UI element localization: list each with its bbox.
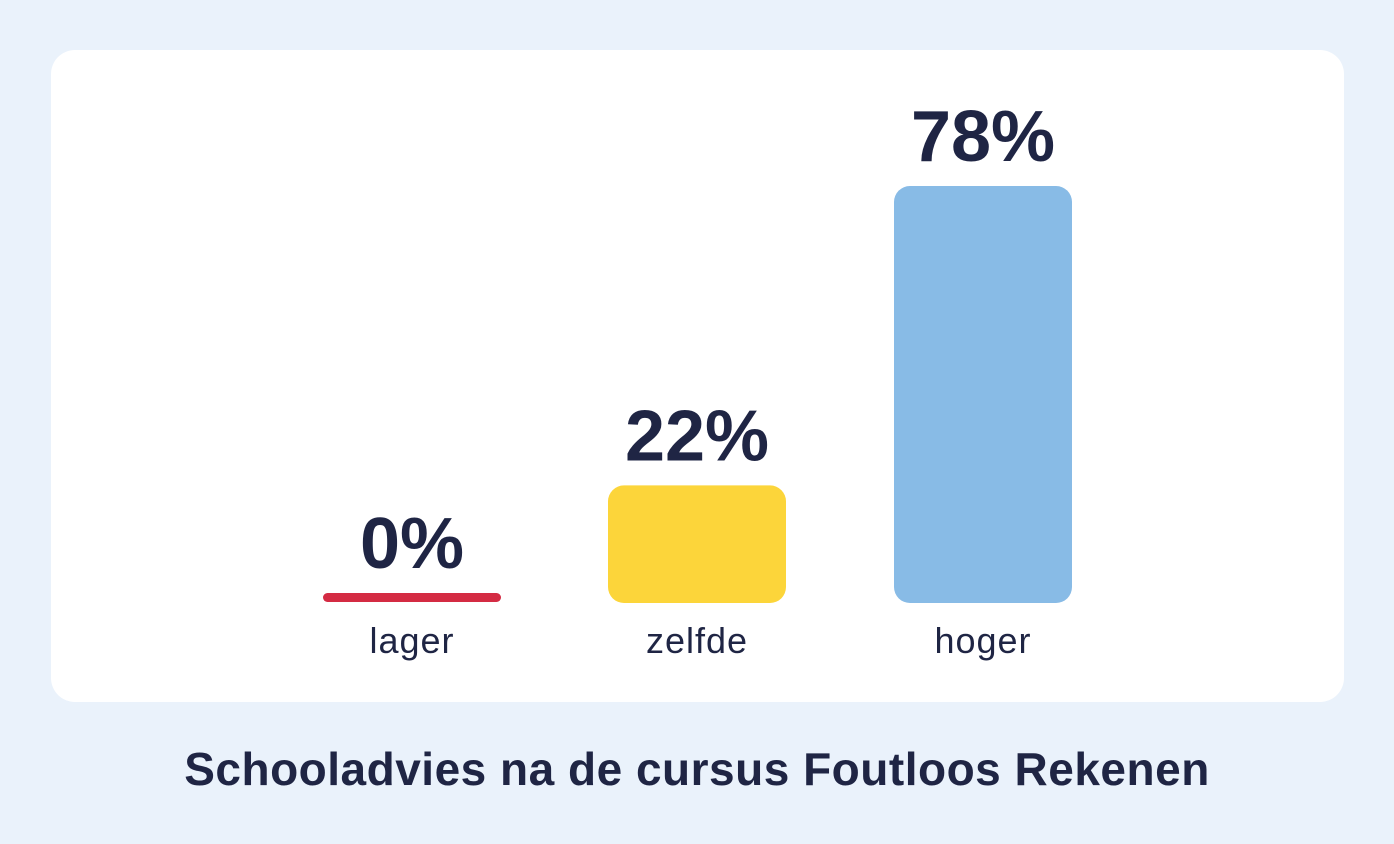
- bar-hoger: [894, 186, 1072, 603]
- value-label-hoger: 78%: [911, 97, 1055, 177]
- bar-zelfde: [608, 485, 786, 603]
- value-label-zelfde: 22%: [625, 396, 769, 476]
- bar-lager: [323, 593, 501, 602]
- category-label-lager: lager: [369, 620, 454, 661]
- category-label-hoger: hoger: [934, 620, 1031, 661]
- category-label-zelfde: zelfde: [646, 620, 748, 661]
- value-label-lager: 0%: [360, 504, 464, 584]
- chart-title: Schooladvies na de cursus Foutloos Reken…: [184, 743, 1210, 795]
